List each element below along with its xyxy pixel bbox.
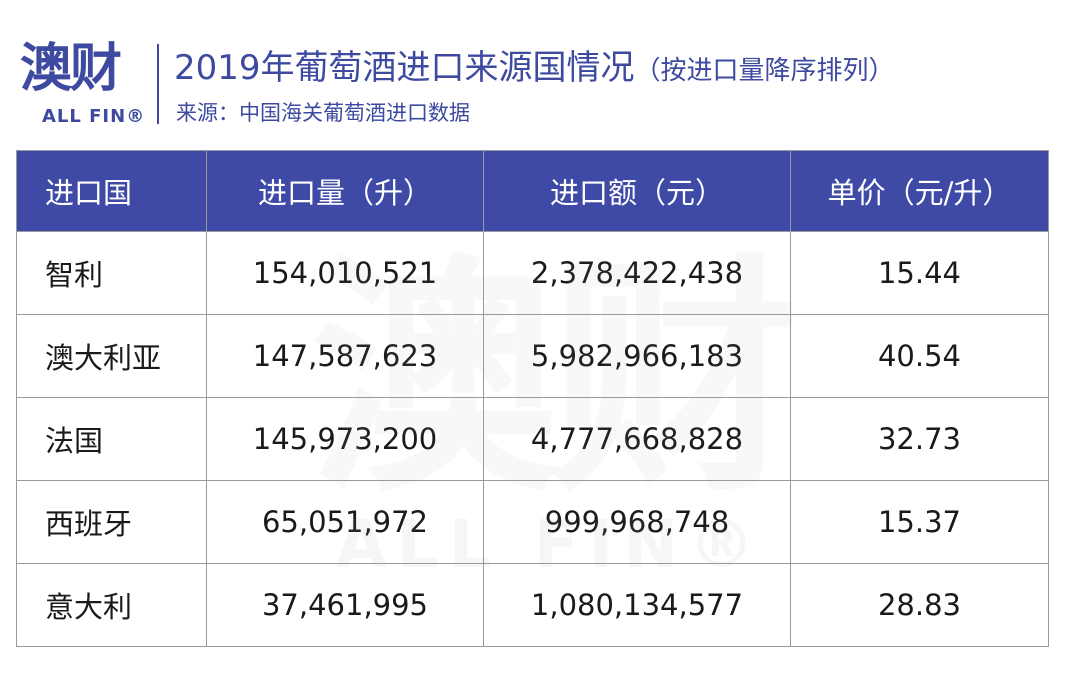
cell-volume: 145,973,200 <box>206 397 484 481</box>
cell-volume: 65,051,972 <box>206 480 484 564</box>
cell-value: 2,378,422,438 <box>483 231 791 315</box>
cell-unit-price: 15.44 <box>790 231 1049 315</box>
title-sub: （按进口量降序排列） <box>634 56 895 86</box>
logo-cn-text: 澳财 <box>20 39 122 99</box>
cell-volume: 147,587,623 <box>206 314 484 398</box>
source-note: 来源：中国海关葡萄酒进口数据 <box>176 101 470 125</box>
cell-unit-price: 15.37 <box>790 480 1049 564</box>
table-row: 西班牙 65,051,972 999,968,748 15.37 <box>16 480 1049 564</box>
header: 澳财 ALL FIN® 2019年葡萄酒进口来源国情况（按进口量降序排列） 来源… <box>0 0 1080 140</box>
logo-en-text: ALL FIN® <box>42 106 146 127</box>
cell-value: 5,982,966,183 <box>483 314 791 398</box>
cell-unit-price: 32.73 <box>790 397 1049 481</box>
cell-country: 智利 <box>16 231 207 315</box>
header-country: 进口国 <box>16 150 207 232</box>
page-title: 2019年葡萄酒进口来源国情况（按进口量降序排列） <box>174 44 895 95</box>
cell-unit-price: 40.54 <box>790 314 1049 398</box>
cell-country: 意大利 <box>16 563 207 647</box>
table-row: 智利 154,010,521 2,378,422,438 15.44 <box>16 231 1049 315</box>
logo-divider <box>157 44 159 124</box>
table-row: 澳大利亚 147,587,623 5,982,966,183 40.54 <box>16 314 1049 398</box>
header-unit-price: 单价（元/升） <box>790 150 1049 232</box>
import-table: 进口国 进口量（升） 进口额（元） 单价（元/升） 智利 154,010,521… <box>16 150 1049 647</box>
table-row: 意大利 37,461,995 1,080,134,577 28.83 <box>16 563 1049 647</box>
header-volume: 进口量（升） <box>206 150 484 232</box>
table-header-row: 进口国 进口量（升） 进口额（元） 单价（元/升） <box>16 150 1049 232</box>
cell-value: 4,777,668,828 <box>483 397 791 481</box>
title-main: 2019年葡萄酒进口来源国情况 <box>174 48 635 88</box>
cell-unit-price: 28.83 <box>790 563 1049 647</box>
table-row: 法国 145,973,200 4,777,668,828 32.73 <box>16 397 1049 481</box>
cell-volume: 154,010,521 <box>206 231 484 315</box>
brand-logo: 澳财 ALL FIN® <box>20 40 150 130</box>
cell-volume: 37,461,995 <box>206 563 484 647</box>
header-value: 进口额（元） <box>483 150 791 232</box>
cell-country: 西班牙 <box>16 480 207 564</box>
cell-value: 1,080,134,577 <box>483 563 791 647</box>
cell-country: 澳大利亚 <box>16 314 207 398</box>
cell-value: 999,968,748 <box>483 480 791 564</box>
cell-country: 法国 <box>16 397 207 481</box>
